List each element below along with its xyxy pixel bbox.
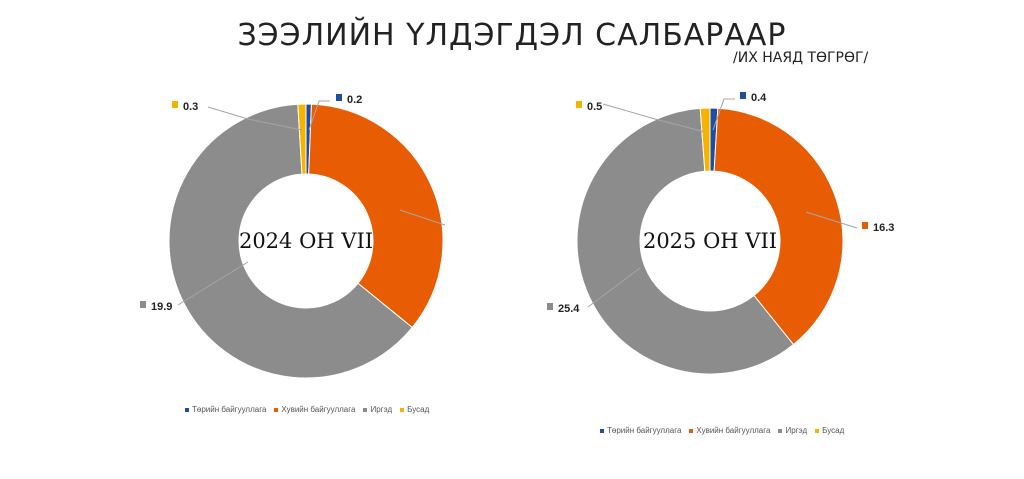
donut-0: 2024 ОН VII 0.2 19.9 0.3 bbox=[140, 94, 446, 379]
legend-item: Бусад bbox=[815, 426, 844, 435]
legend-label: Иргэд bbox=[785, 426, 808, 435]
legend-2025: Төрийн байгууллага Хувийн байгууллага Иргэ… bbox=[600, 426, 844, 435]
data-label: 0.3 bbox=[183, 101, 198, 113]
data-label: 0.2 bbox=[347, 94, 362, 106]
chart-title: ЗЭЭЛИЙН ҮЛДЭГДЭЛ САЛБАРААР bbox=[237, 18, 787, 53]
legend-label: Төрийн байгууллага bbox=[192, 405, 267, 414]
legend-label: Бусад bbox=[822, 426, 845, 435]
leader-line bbox=[602, 103, 706, 133]
data-label: 25.4 bbox=[558, 303, 580, 315]
legend-swatch bbox=[689, 428, 694, 433]
label-swatch bbox=[740, 92, 746, 99]
label-swatch bbox=[576, 101, 582, 108]
label-swatch bbox=[140, 301, 146, 308]
slice-Хувийн байгууллага bbox=[713, 107, 844, 346]
leader-line bbox=[712, 98, 735, 131]
legend-item: Хувийн байгууллага bbox=[689, 426, 770, 435]
legend-swatch bbox=[400, 407, 405, 412]
slice-Бусад bbox=[699, 107, 711, 172]
legend-label: Хувийн байгууллага bbox=[281, 405, 356, 414]
unit-label: /ИХ НАЯД ТӨГРӨГ/ bbox=[733, 50, 869, 66]
data-label: 0.4 bbox=[751, 92, 767, 104]
legend-swatch bbox=[778, 428, 783, 433]
label-swatch bbox=[336, 94, 342, 101]
legend-swatch bbox=[274, 407, 279, 412]
leader-line bbox=[207, 106, 303, 131]
leader-line bbox=[805, 211, 858, 229]
label-swatch bbox=[862, 222, 868, 229]
legend-label: Төрийн байгууллага bbox=[607, 426, 682, 435]
donut-1: 2025 ОН VII 0.4 16.3 25.4 0.5 bbox=[547, 92, 894, 375]
legend-swatch bbox=[815, 428, 820, 433]
leader-line bbox=[587, 267, 641, 308]
center-label: 2024 ОН VII bbox=[239, 229, 373, 253]
data-label: 0.5 bbox=[587, 101, 602, 113]
slice-Иргэд bbox=[168, 103, 413, 379]
leader-line bbox=[177, 261, 249, 306]
legend-item: Хувийн байгууллага bbox=[274, 405, 355, 414]
legend-2024: Төрийн байгууллага Хувийн байгууллага Иргэ… bbox=[185, 405, 429, 414]
slice-Иргэд bbox=[576, 107, 795, 375]
legend-swatch bbox=[600, 428, 604, 433]
legend-item: Төрийн байгууллага bbox=[600, 426, 681, 435]
legend-swatch bbox=[363, 407, 368, 412]
leader-line bbox=[399, 209, 446, 226]
leader-line bbox=[308, 100, 330, 131]
legend-swatch bbox=[185, 407, 189, 412]
legend-label: Бусад bbox=[407, 405, 430, 414]
legend-label: Иргэд bbox=[370, 405, 393, 414]
slice-Хувийн байгууллага bbox=[308, 103, 444, 329]
legend-item: Иргэд bbox=[363, 405, 392, 414]
legend-item: Бусад bbox=[400, 405, 429, 414]
legend-item: Иргэд bbox=[778, 426, 807, 435]
data-label: 19.9 bbox=[151, 301, 172, 313]
center-label: 2025 ОН VII bbox=[643, 229, 777, 253]
slice-Бусад bbox=[297, 103, 307, 175]
data-label: 16.3 bbox=[873, 222, 894, 234]
label-swatch bbox=[172, 101, 178, 108]
label-swatch bbox=[547, 303, 553, 310]
legend-item: Төрийн байгууллага bbox=[185, 405, 266, 414]
legend-label: Хувийн байгууллага bbox=[696, 426, 771, 435]
